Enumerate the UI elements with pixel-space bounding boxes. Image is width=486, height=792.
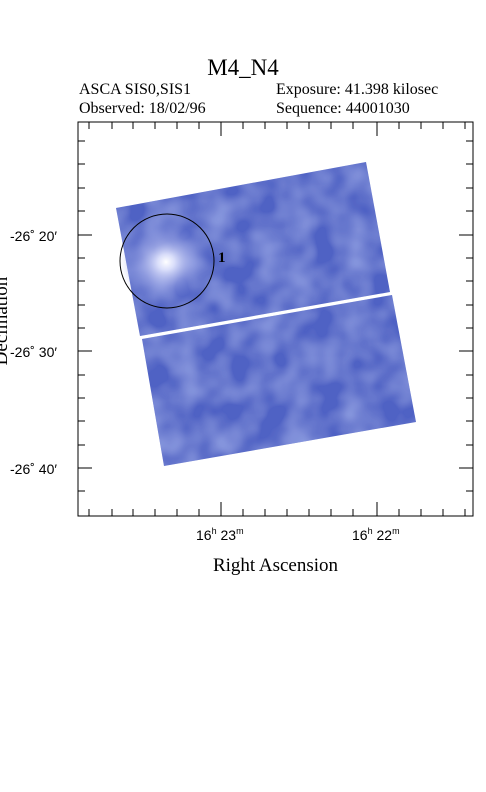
source-label: 1 [218,250,226,266]
y-tick-label: -26˚ 30′ [10,344,57,360]
exposure-time: Exposure: 41.398 kilosec [276,81,439,98]
x-axis-title: Right Ascension [212,555,339,576]
sequence-number: Sequence: 44001030 [276,100,410,117]
x-tick-label: 16h 22m [352,526,400,543]
source-region-circle [119,213,215,309]
y-axis-title: Declination [0,276,12,366]
tick-marks [78,122,473,516]
instrument-label: ASCA SIS0,SIS1 [79,81,192,98]
observed-date: Observed: 18/02/96 [79,100,206,117]
y-tick-label: -26˚ 20′ [10,228,57,244]
y-tick-label: -26˚ 40′ [10,461,57,477]
source-glow [120,218,212,306]
image-title: M4_N4 [207,55,279,80]
x-tick-label: 16h 23m [196,526,244,543]
ccd-chip-lower [142,295,416,466]
